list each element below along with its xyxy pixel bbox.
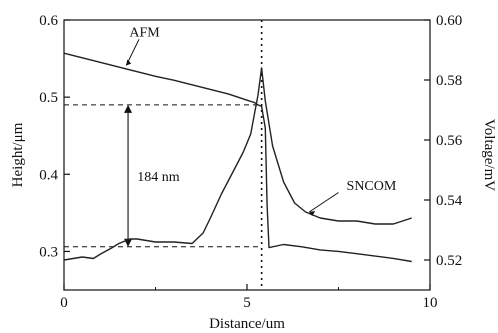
y-right-tick-label: 0.54	[436, 193, 463, 209]
x-tick-label: 0	[60, 295, 68, 311]
annotations: AFM SNCOM 184 nm	[125, 26, 397, 216]
y-axis-title-left: Height/μm	[10, 122, 26, 187]
x-axis-title: Distance/um	[209, 316, 285, 332]
annotation-afm-arrowhead	[126, 59, 132, 66]
y-left-tick-label: 0.5	[39, 90, 58, 106]
height-arrow-head-top	[124, 104, 133, 113]
series-group	[63, 52, 412, 263]
y-left-tick-label: 0.6	[39, 13, 58, 29]
ticks: 0 5 10 0.3 0.4 0.5 0.6 0.52 0.54 0.56 0.58 0.60	[39, 13, 463, 311]
reference-lines	[64, 20, 263, 290]
plot-frame	[63, 19, 431, 291]
y-right-tick-label: 0.56	[436, 133, 463, 149]
annotation-height-value: 184 nm	[137, 170, 180, 185]
annotation-afm: AFM	[129, 26, 160, 41]
x-tick-label: 10	[423, 295, 438, 311]
y-right-tick-label: 0.58	[436, 73, 462, 89]
y-right-tick-label: 0.60	[436, 13, 462, 29]
annotation-sncom-arrowhead	[309, 211, 316, 216]
series-line-sncom	[63, 67, 412, 261]
annotation-sncom: SNCOM	[347, 179, 397, 194]
annotation-sncom-pointer	[308, 192, 339, 213]
y-left-tick-label: 0.3	[39, 244, 58, 260]
series-line-afm	[63, 52, 412, 263]
y-left-tick-label: 0.4	[39, 167, 58, 183]
y-axis-title-right: Voltage/mV	[481, 119, 497, 191]
x-tick-label: 5	[243, 295, 251, 311]
y-right-tick-label: 0.52	[436, 253, 462, 269]
